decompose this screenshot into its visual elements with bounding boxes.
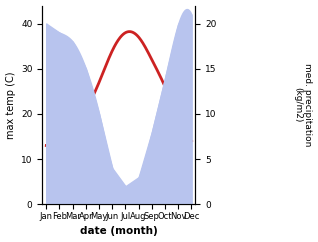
X-axis label: date (month): date (month): [80, 227, 158, 236]
Y-axis label: med. precipitation
(kg/m2): med. precipitation (kg/m2): [293, 63, 313, 147]
Y-axis label: max temp (C): max temp (C): [5, 71, 16, 139]
